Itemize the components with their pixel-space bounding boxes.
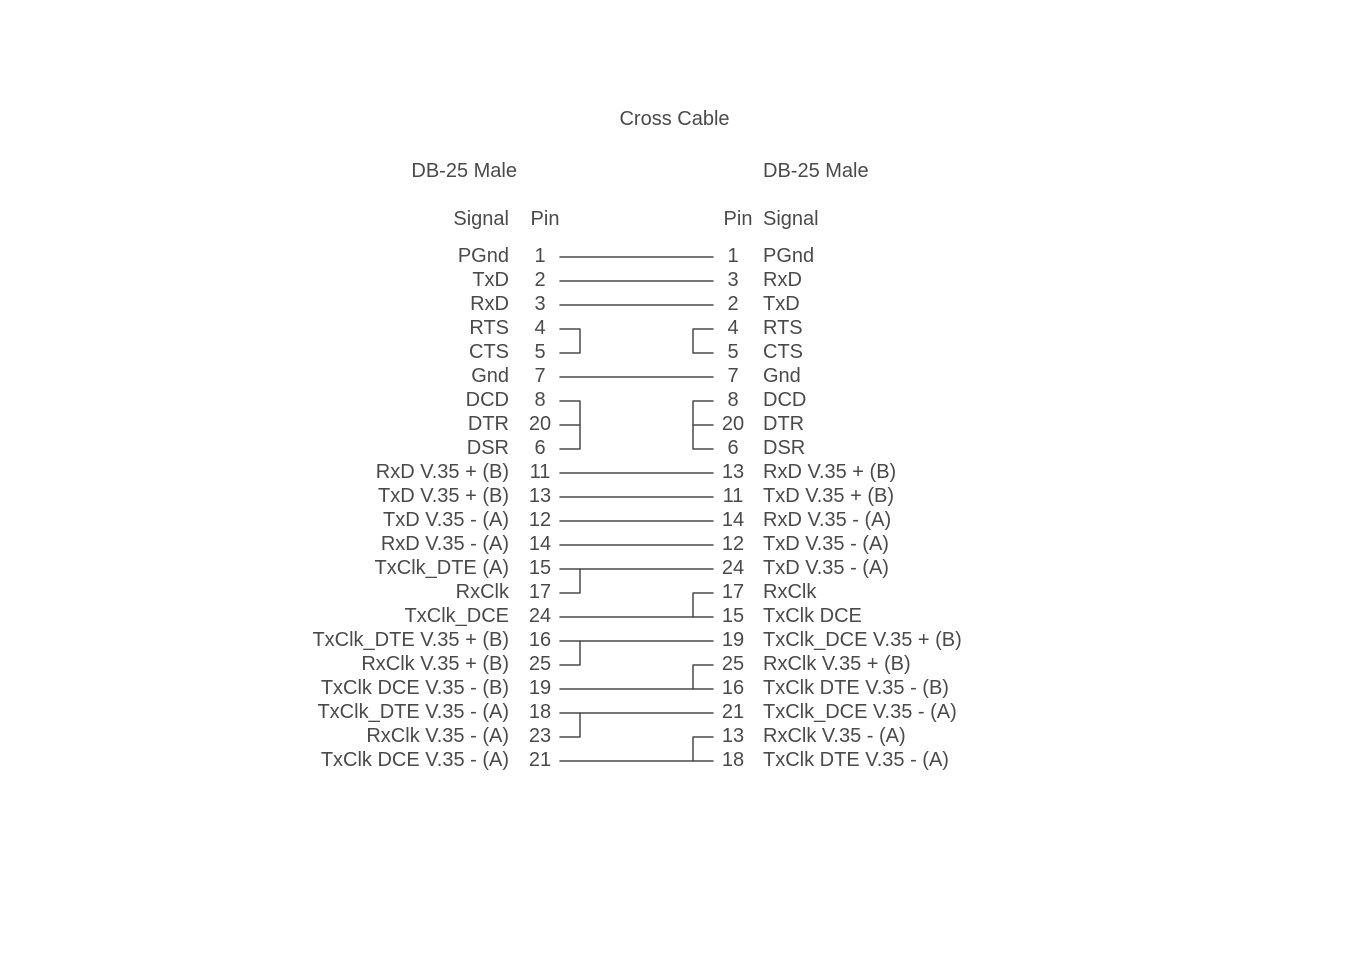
wiring-svg <box>0 0 1349 954</box>
pinout-diagram: Cross Cable DB-25 Male DB-25 Male Signal… <box>0 0 1349 954</box>
